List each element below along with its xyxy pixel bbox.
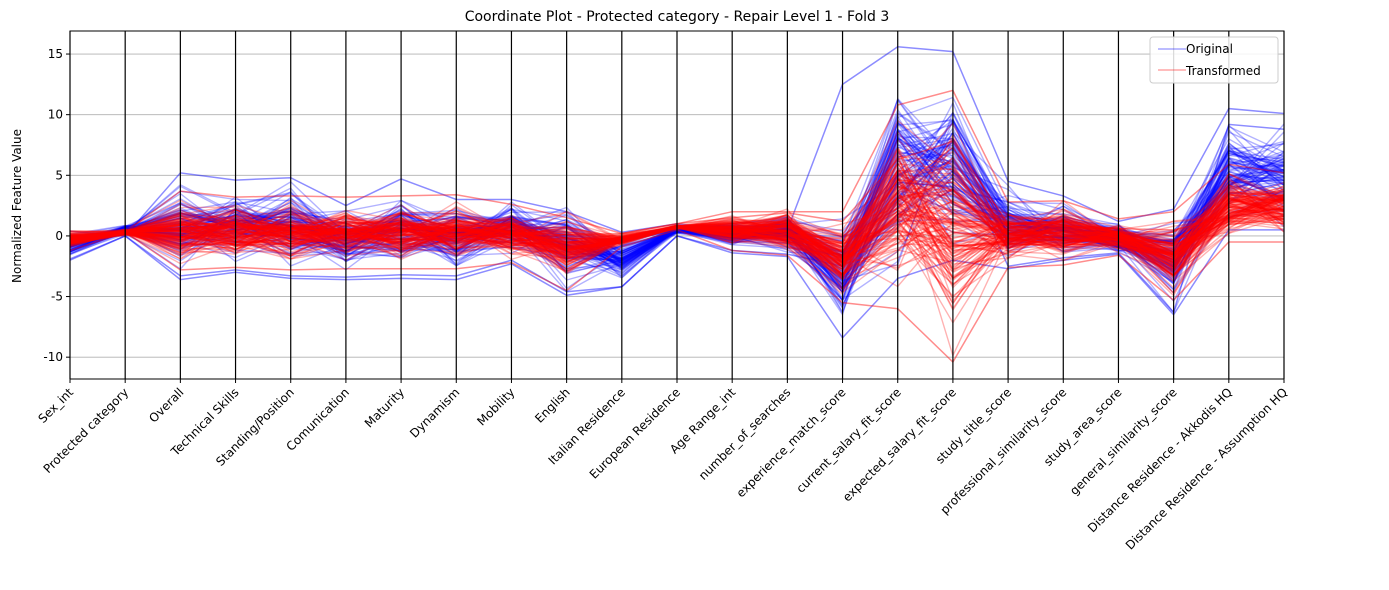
x-tick-label: Maturity	[362, 385, 407, 430]
y-tick-label: 10	[48, 108, 63, 122]
y-tick-label: -5	[51, 290, 63, 304]
legend-transformed-label: Transformed	[1185, 64, 1261, 78]
y-ticks: -10 -5 0 5 10 15	[43, 47, 70, 364]
legend: Original Transformed	[1149, 36, 1279, 84]
x-tick-label: expected_salary_fit_score	[840, 385, 959, 504]
x-tick-label: Dynamism	[407, 385, 462, 440]
chart-title: Coordinate Plot - Protected category - R…	[465, 9, 890, 25]
x-tick-label: general_similarity_score	[1067, 385, 1180, 498]
x-tick-label: European Residence	[587, 385, 683, 481]
y-tick-label: 5	[55, 168, 63, 182]
y-axis-label: Normalized Feature Value	[10, 129, 24, 283]
x-tick-label: Overall	[146, 385, 186, 425]
y-tick-label: -10	[43, 350, 63, 364]
legend-box	[1149, 36, 1279, 84]
x-tick-label: number_of_searches	[696, 385, 794, 483]
x-tick-label: English	[532, 385, 573, 426]
legend-original-label: Original	[1186, 42, 1233, 56]
x-tick-label: current_salary_fit_score	[793, 385, 903, 495]
x-tick-label: experience_match_score	[734, 385, 849, 500]
plot-frame	[69, 30, 1285, 380]
x-tick-label: Mobility	[474, 385, 517, 428]
y-tick-label: 15	[48, 47, 63, 61]
y-tick-label: 0	[55, 229, 63, 243]
x-tick-label: Sex_int	[35, 385, 76, 426]
